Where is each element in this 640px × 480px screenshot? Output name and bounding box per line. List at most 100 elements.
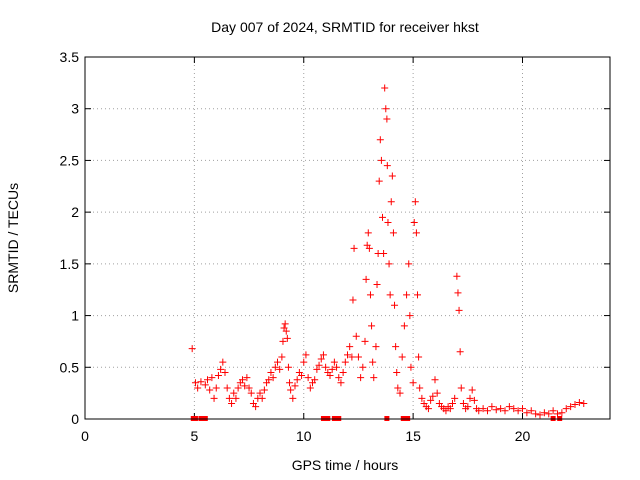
data-point: [364, 229, 372, 237]
x-tick-label: 0: [81, 428, 89, 444]
data-point: [344, 351, 351, 359]
y-tick-label: 2: [71, 204, 79, 220]
data-point: [298, 372, 306, 380]
data-point: [245, 384, 253, 392]
data-point: [322, 363, 330, 371]
data-point: [214, 372, 222, 380]
data-point: [274, 358, 281, 366]
data-point: [418, 394, 426, 402]
data-point: [377, 156, 385, 164]
data-point: [212, 384, 220, 392]
data-point: [326, 372, 334, 380]
data-point: [269, 374, 277, 382]
data-point: [488, 403, 496, 411]
data-point: [346, 343, 354, 351]
data-point: [403, 291, 411, 299]
data-point: [385, 260, 393, 268]
data-point: [230, 389, 238, 397]
data-point: [414, 291, 421, 299]
data-point: [519, 405, 526, 413]
x-axis-label: GPS time / hours: [292, 457, 399, 473]
data-point: [451, 394, 459, 402]
data-point: [337, 379, 345, 387]
y-tick-label: 1: [71, 308, 79, 324]
data-point: [501, 407, 509, 415]
x-tick-label: 10: [296, 428, 312, 444]
y-tick-labels: 0 0.5 1 1.5 2 2.5 3 3.5: [60, 49, 80, 427]
data-point: [424, 405, 432, 413]
data-point: [415, 353, 423, 361]
data-point: [350, 244, 358, 252]
data-point: [319, 351, 327, 359]
data-point: [407, 363, 415, 371]
data-point: [284, 363, 292, 371]
data-point: [228, 399, 236, 407]
data-point: [580, 399, 588, 407]
data-point: [256, 389, 264, 397]
y-tick-label: 0.5: [60, 359, 80, 375]
data-point: [365, 244, 373, 252]
y-axis-label: SRMTID / TECUs: [5, 183, 21, 293]
data-point: [300, 358, 308, 366]
data-point: [381, 84, 389, 92]
data-point: [197, 378, 205, 386]
data-point: [411, 198, 419, 206]
data-point: [383, 162, 391, 170]
data-point: [349, 296, 357, 304]
data-point: [433, 389, 441, 397]
data-point: [567, 403, 575, 411]
data-point: [232, 394, 240, 402]
data-point: [282, 327, 290, 335]
data-point: [396, 389, 404, 397]
data-point: [392, 343, 400, 351]
data-point: [258, 394, 266, 402]
data-point: [398, 353, 406, 361]
data-point: [368, 322, 376, 330]
data-point: [431, 376, 439, 384]
data-point: [455, 306, 463, 314]
data-point: [366, 291, 374, 299]
data-point: [247, 389, 255, 397]
data-point: [505, 403, 513, 411]
data-point: [386, 291, 394, 299]
data-point: [362, 275, 370, 283]
x-tick-label: 15: [405, 428, 421, 444]
y-tick-label: 1.5: [60, 256, 80, 272]
data-point: [410, 218, 418, 226]
data-point: [389, 229, 397, 237]
data-point: [234, 384, 242, 392]
data-point: [265, 376, 273, 384]
y-tick-label: 3.5: [60, 49, 80, 65]
x-tick-label: 5: [190, 428, 198, 444]
data-point: [348, 353, 356, 361]
data-point: [359, 363, 367, 371]
data-point: [313, 365, 321, 373]
data-point: [454, 289, 462, 297]
data-point: [315, 361, 323, 369]
data-point: [459, 399, 467, 407]
data-point: [206, 386, 214, 394]
data-point: [357, 374, 365, 382]
data-point: [304, 374, 312, 382]
chart-title: Day 007 of 2024, SRMTID for receiver hks…: [211, 19, 479, 35]
data-point: [333, 363, 341, 371]
data-point: [221, 368, 229, 376]
data-point: [429, 392, 437, 400]
data-point: [289, 394, 297, 402]
data-point: [449, 399, 456, 407]
data-point: [279, 337, 287, 345]
data-point: [475, 407, 483, 415]
data-point: [571, 401, 579, 409]
data-point: [283, 334, 291, 342]
data-point: [545, 410, 553, 418]
data-point: [354, 353, 362, 361]
plot-frame: [84, 56, 611, 420]
data-point: [382, 105, 390, 113]
data-point: [225, 394, 233, 402]
data-point: [271, 363, 279, 371]
data-point: [278, 353, 286, 361]
data-point: [204, 376, 211, 384]
data-point: [468, 386, 476, 394]
data-point: [380, 250, 388, 258]
